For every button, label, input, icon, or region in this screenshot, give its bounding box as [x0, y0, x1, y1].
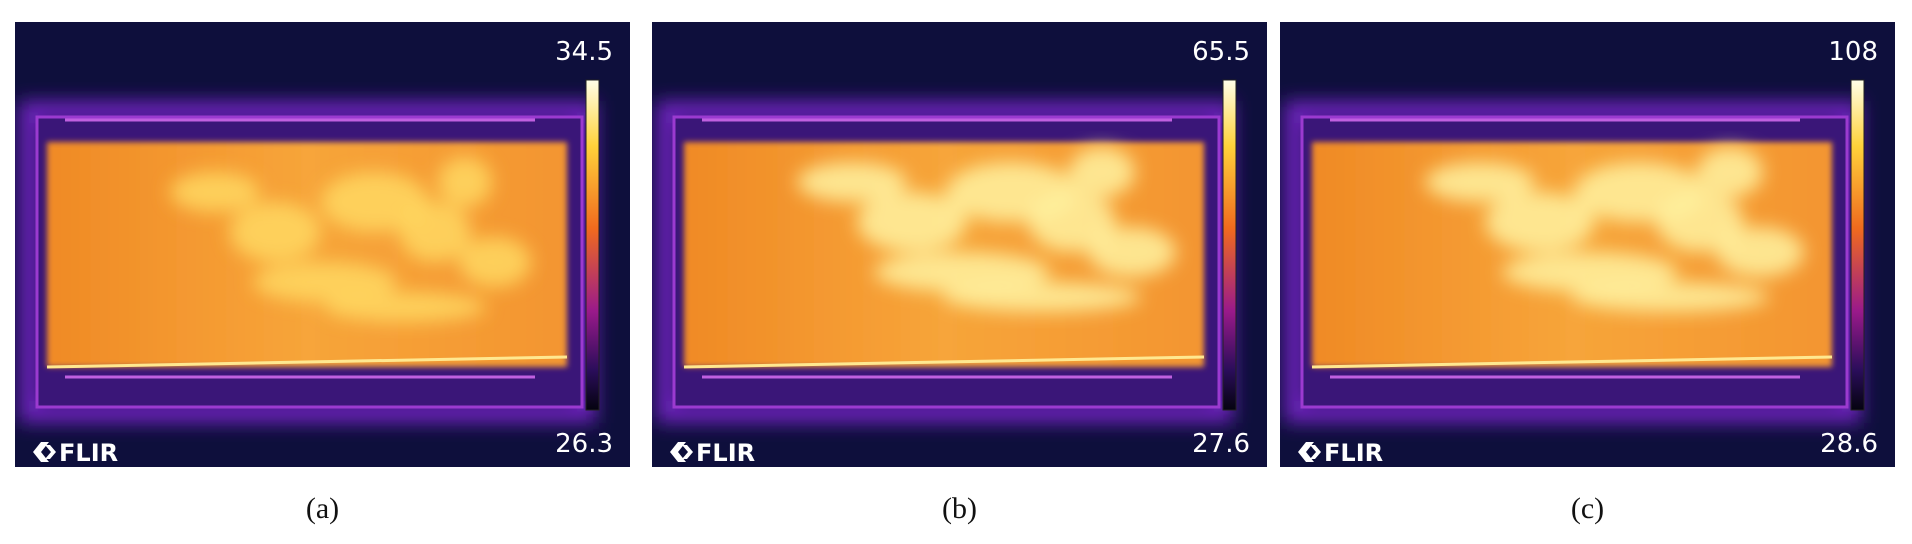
hot-spot [1502, 252, 1678, 292]
hot-spot [324, 292, 486, 322]
hot-spot [1028, 192, 1116, 252]
hot-spot [1425, 162, 1535, 202]
hot-spot [230, 202, 320, 262]
frame-glow [1284, 101, 1861, 423]
logo-text: FLIR [1324, 439, 1383, 467]
color-bar [1222, 79, 1237, 411]
hot-spot [459, 237, 531, 287]
hot-edge [46, 355, 568, 369]
hot-spot [797, 162, 907, 202]
hot-edge [1311, 355, 1833, 369]
hot-spot [943, 282, 1141, 312]
thermal-svg: 65.5 27.6 FLIR [652, 22, 1267, 467]
min-temp: 26.3 [555, 429, 613, 459]
min-temp: 27.6 [1192, 429, 1250, 459]
frame-glow [19, 101, 596, 423]
hot-spots [797, 147, 1176, 312]
hot-spot [1069, 147, 1135, 197]
hot-spot [857, 192, 967, 252]
hot-spot [1571, 282, 1769, 312]
thermal-image: 65.5 27.6 FLIR [652, 22, 1267, 467]
thermal-image: 34.5 26.3 FLIR [15, 22, 630, 467]
caption: (b) [942, 492, 977, 525]
hot-spots [1425, 147, 1804, 312]
max-temp: 34.5 [555, 37, 613, 67]
color-bar [585, 79, 600, 411]
hot-spot [170, 172, 260, 212]
hot-spot [321, 172, 429, 232]
color-bar [1850, 79, 1865, 411]
hot-spot [874, 252, 1050, 292]
logo-icon [1298, 442, 1321, 462]
thermal-svg: 34.5 26.3 FLIR [15, 22, 630, 467]
hot-spot [1485, 192, 1595, 252]
caption: (c) [1570, 492, 1605, 525]
hot-spot [1716, 227, 1804, 277]
min-temp: 28.6 [1820, 429, 1878, 459]
thermal-image: 108 28.6 FLIR [1280, 22, 1895, 467]
thermal-svg: 108 28.6 FLIR [1280, 22, 1895, 467]
hot-spot [1088, 227, 1176, 277]
logo-icon [670, 442, 693, 462]
hot-spot [438, 157, 492, 207]
caption: (a) [305, 492, 340, 525]
hot-spot [399, 202, 471, 262]
hot-edge [683, 355, 1205, 369]
logo-text: FLIR [696, 439, 755, 467]
frame-glow [656, 101, 1233, 423]
hot-spots [170, 157, 531, 322]
max-temp: 108 [1828, 37, 1878, 67]
max-temp: 65.5 [1192, 37, 1250, 67]
logo-text: FLIR [59, 439, 118, 467]
hot-spot [1697, 147, 1763, 197]
hot-spot [253, 262, 397, 302]
logo-icon [33, 442, 56, 462]
hot-spot [1656, 192, 1744, 252]
